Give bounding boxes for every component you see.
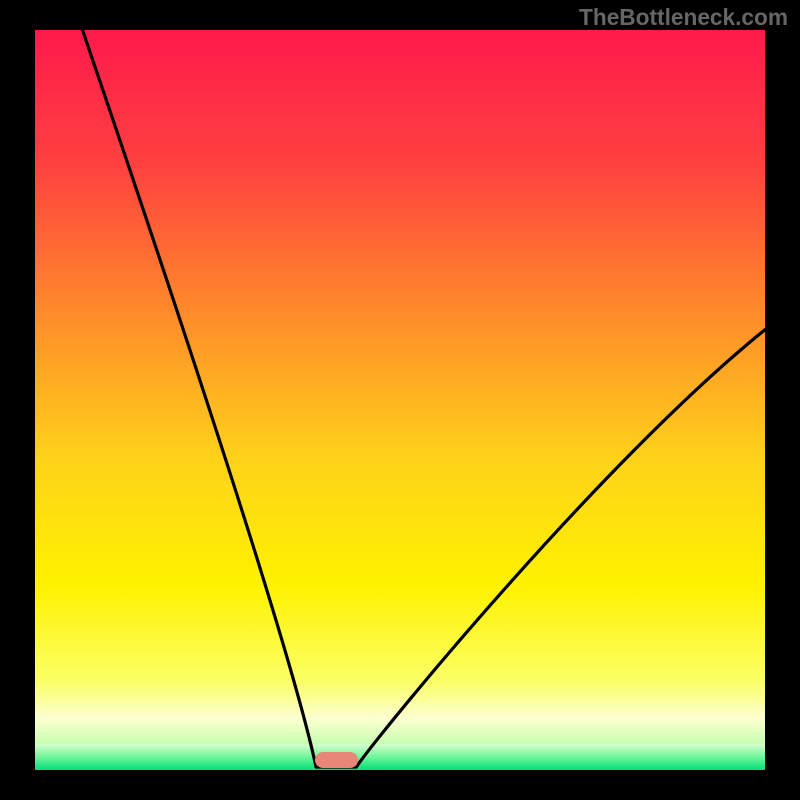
plot-area: [35, 30, 765, 770]
gradient-background: [35, 30, 765, 770]
optimum-marker: [315, 752, 359, 768]
chart-container: TheBottleneck.com: [0, 0, 800, 800]
watermark-text: TheBottleneck.com: [579, 4, 788, 31]
green-baseline-strip: [35, 744, 765, 770]
